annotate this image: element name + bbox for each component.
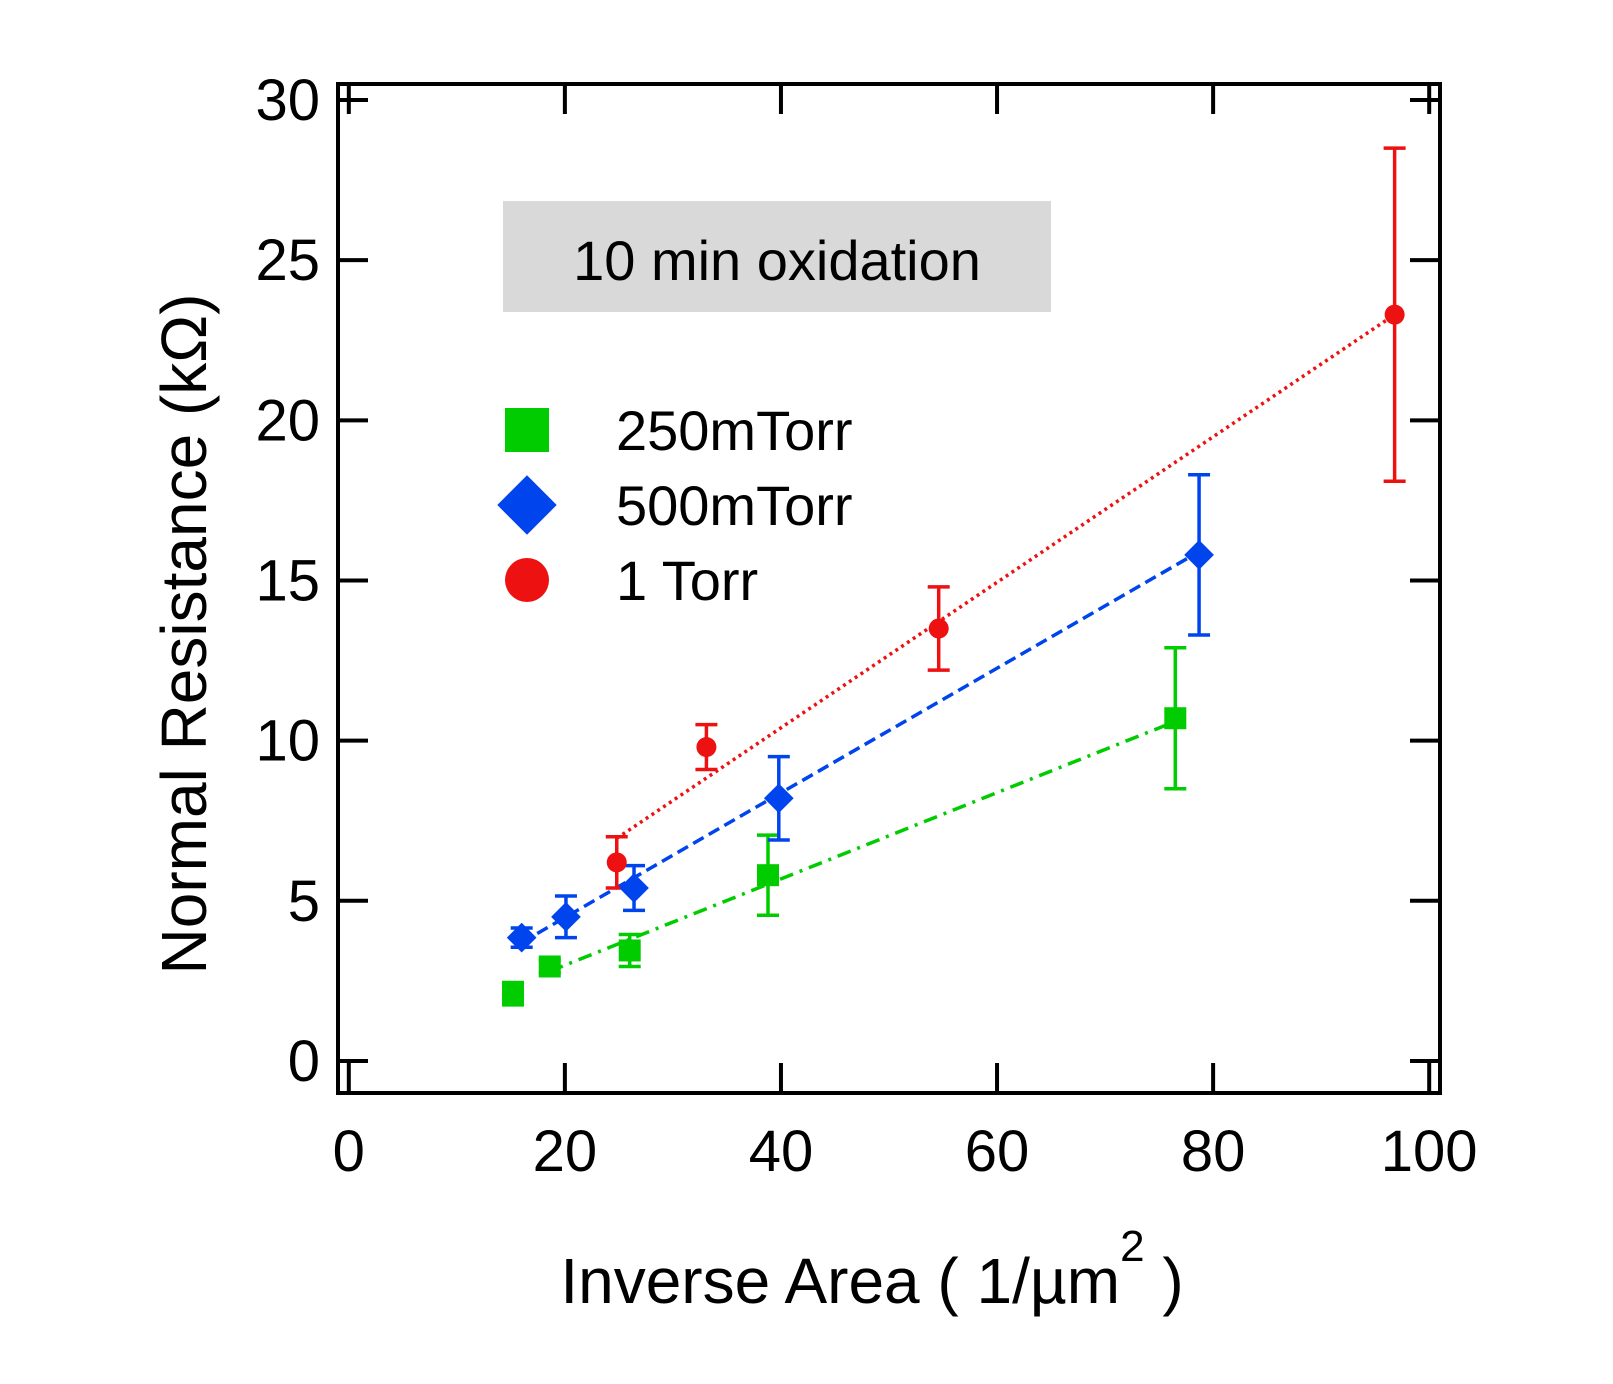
legend-label: 500mTorr xyxy=(616,474,853,537)
x-tick-label: 60 xyxy=(965,1119,1030,1184)
data-point xyxy=(756,864,779,887)
x-axis-label-main: Inverse Area ( 1/µm xyxy=(560,1245,1120,1317)
legend: 250mTorr 500mTorr 1 Torr xyxy=(497,399,853,612)
y-tick-label: 5 xyxy=(288,869,320,934)
axis-ticks xyxy=(338,84,1440,1093)
data-point xyxy=(506,922,537,953)
x-tick-label: 20 xyxy=(533,1119,598,1184)
x-axis-label: Inverse Area ( 1/µm2 ) xyxy=(560,1222,1183,1317)
x-tick-label: 40 xyxy=(749,1119,814,1184)
data-point xyxy=(502,982,525,1005)
tick-labels: 0 20 40 60 80 100 0 5 10 15 20 25 30 xyxy=(255,68,1477,1184)
data-point xyxy=(618,939,641,962)
data-point xyxy=(1184,540,1214,570)
y-tick-label: 0 xyxy=(288,1029,320,1094)
y-axis-label: Normal Resistance (kΩ) xyxy=(148,294,220,975)
x-axis-label-superscript: 2 xyxy=(1120,1222,1144,1271)
data-point xyxy=(1164,707,1187,730)
legend-label: 250mTorr xyxy=(616,399,853,462)
legend-marker xyxy=(505,558,549,602)
x-tick-label: 0 xyxy=(333,1119,365,1184)
data-point xyxy=(696,737,717,758)
annotation-text: 10 min oxidation xyxy=(573,229,981,292)
x-tick-label: 100 xyxy=(1381,1119,1478,1184)
x-tick-label: 80 xyxy=(1181,1119,1246,1184)
data-point xyxy=(1384,304,1405,325)
data-point xyxy=(763,783,794,814)
plot-frame xyxy=(336,82,1442,1095)
x-axis-label-close: ) xyxy=(1145,1245,1184,1317)
y-tick-label: 25 xyxy=(255,228,320,293)
data-point xyxy=(928,618,949,639)
legend-marker xyxy=(497,475,557,535)
data-point xyxy=(538,955,561,978)
data-point xyxy=(619,873,649,903)
data-markers xyxy=(502,304,1405,1005)
y-tick-label: 20 xyxy=(255,388,320,453)
data-point xyxy=(551,901,581,932)
legend-marker xyxy=(505,408,549,452)
data-point xyxy=(606,852,627,873)
annotation-box xyxy=(503,201,1051,312)
y-tick-label: 10 xyxy=(255,709,320,774)
y-tick-label: 15 xyxy=(255,548,320,613)
legend-label: 1 Torr xyxy=(616,549,758,612)
y-tick-label: 30 xyxy=(255,68,320,133)
fit-line xyxy=(615,313,1396,840)
fit-line xyxy=(549,719,1176,973)
